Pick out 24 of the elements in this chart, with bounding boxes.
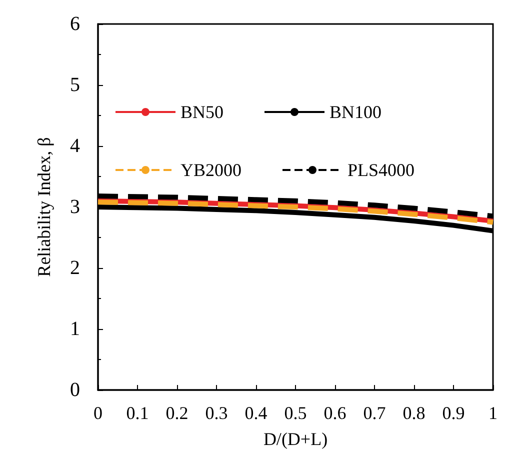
x-tick-label: 0.4	[244, 403, 268, 423]
y-tick-label: 1	[70, 318, 80, 340]
x-tick-label: 0.2	[166, 403, 188, 423]
legend-label: BN50	[180, 102, 224, 122]
x-axis-title: D/(D+L)	[263, 429, 328, 449]
x-tick-label: 0.9	[442, 403, 465, 423]
legend-label: BN100	[329, 102, 382, 122]
x-tick-label: 0.3	[205, 403, 228, 423]
x-tick-label: 0.7	[363, 403, 386, 423]
x-tick-label: 0	[94, 403, 102, 423]
legend-label: YB2000	[180, 160, 242, 180]
legend-label: PLS4000	[347, 160, 415, 180]
y-tick-label: 6	[70, 13, 80, 35]
y-tick-label: 2	[70, 257, 80, 279]
x-tick-label: 0.1	[126, 403, 149, 423]
y-tick-label: 3	[70, 196, 80, 218]
x-tick-label: 0.6	[324, 403, 346, 423]
x-tick-label: 1	[488, 403, 498, 423]
y-axis-title: Reliability Index, β	[34, 137, 54, 277]
x-tick-label: 0.8	[402, 403, 426, 423]
y-tick-label: 4	[70, 135, 80, 157]
x-tick-label: 0.5	[284, 403, 307, 423]
y-tick-label: 0	[70, 379, 80, 401]
y-tick-label: 5	[70, 74, 80, 96]
